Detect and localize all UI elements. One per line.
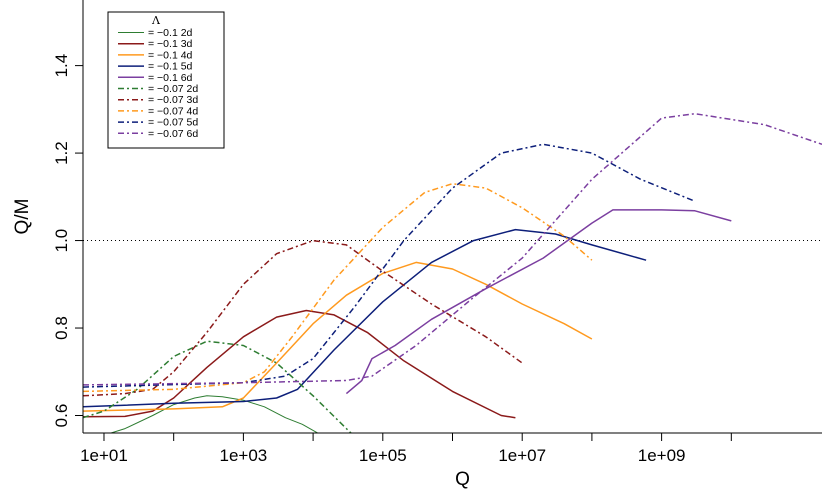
x-tick-label: 1e+03 xyxy=(220,446,268,465)
legend-label: = −0.1 3d xyxy=(148,38,193,50)
legend-label: = −0.1 6d xyxy=(148,72,193,84)
legend-label: = −0.07 4d xyxy=(148,105,198,117)
series-line-7 xyxy=(83,239,523,397)
series-line-6 xyxy=(83,340,353,433)
series-line-9 xyxy=(83,143,696,388)
legend-label: = −0.07 2d xyxy=(148,83,198,95)
x-tick-label: 1e+09 xyxy=(638,446,686,465)
legend-label: = −0.07 3d xyxy=(148,94,198,106)
series-line-10 xyxy=(83,112,822,386)
y-tick-label: 0.8 xyxy=(52,316,71,340)
legend-label: = −0.07 6d xyxy=(148,128,198,140)
y-tick-label: 1.2 xyxy=(52,141,71,165)
y-axis-title: Q/M xyxy=(12,199,33,235)
series-layer xyxy=(83,112,822,433)
x-axis-title: Q xyxy=(455,469,470,490)
legend-box xyxy=(107,11,225,149)
series-line-4 xyxy=(83,228,647,408)
x-tick-label: 1e+07 xyxy=(498,446,546,465)
series-line-1 xyxy=(109,395,319,433)
series-line-3 xyxy=(83,261,593,412)
x-tick-label: 1e+01 xyxy=(80,446,128,465)
x-tick-label: 1e+05 xyxy=(359,446,407,465)
y-tick-label: 1.0 xyxy=(52,229,71,253)
legend-label: = −0.1 5d xyxy=(148,61,193,73)
legend-label: = −0.07 5d xyxy=(148,117,198,129)
legend-title: Λ xyxy=(151,14,161,27)
legend-label: = −0.1 4d xyxy=(148,49,193,61)
axes-layer: 1e+01 1e+03 1e+05 1e+07 1e+09 0.6 0.8 1.0 1.2 1.4… xyxy=(12,0,822,490)
series-line-8 xyxy=(83,182,593,393)
series-line-5 xyxy=(345,209,732,395)
legend-label: = −0.1 2d xyxy=(148,27,193,39)
legend: Λ= −0.1 2d= −0.1 3d= −0.1 4d= −0.1 5d= −… xyxy=(107,11,225,149)
y-tick-label: 0.6 xyxy=(52,404,71,428)
y-tick-label: 1.4 xyxy=(52,54,71,78)
